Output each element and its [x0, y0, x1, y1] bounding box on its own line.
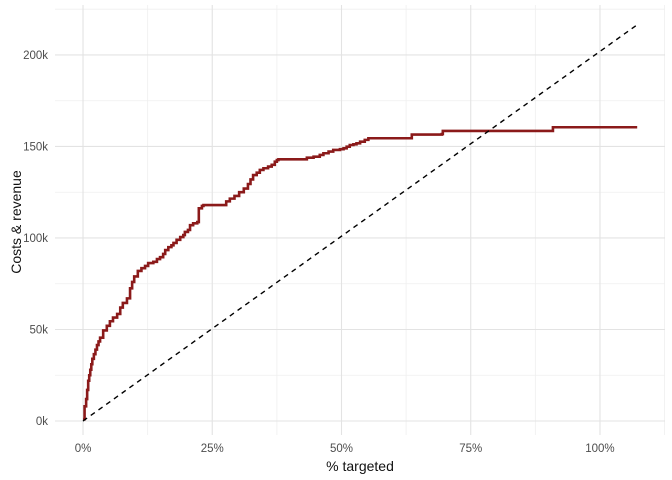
- x-tick-label: 0%: [75, 443, 92, 455]
- series-costs: [82, 24, 638, 422]
- x-tick-label: 100%: [585, 443, 614, 455]
- y-tick-label: 100k: [23, 233, 48, 245]
- y-tick-label: 150k: [23, 141, 48, 153]
- x-tick-label: 25%: [201, 443, 224, 455]
- y-tick-label: 200k: [23, 50, 48, 62]
- y-axis-title: Costs & revenue: [8, 170, 24, 274]
- x-axis-title: % targeted: [326, 458, 394, 474]
- y-tick-label: 0k: [36, 416, 48, 428]
- y-tick-label: 50k: [29, 324, 48, 336]
- x-tick-label: 50%: [330, 443, 353, 455]
- x-tick-label: 75%: [459, 443, 482, 455]
- series-cumulative-revenue: [83, 125, 638, 421]
